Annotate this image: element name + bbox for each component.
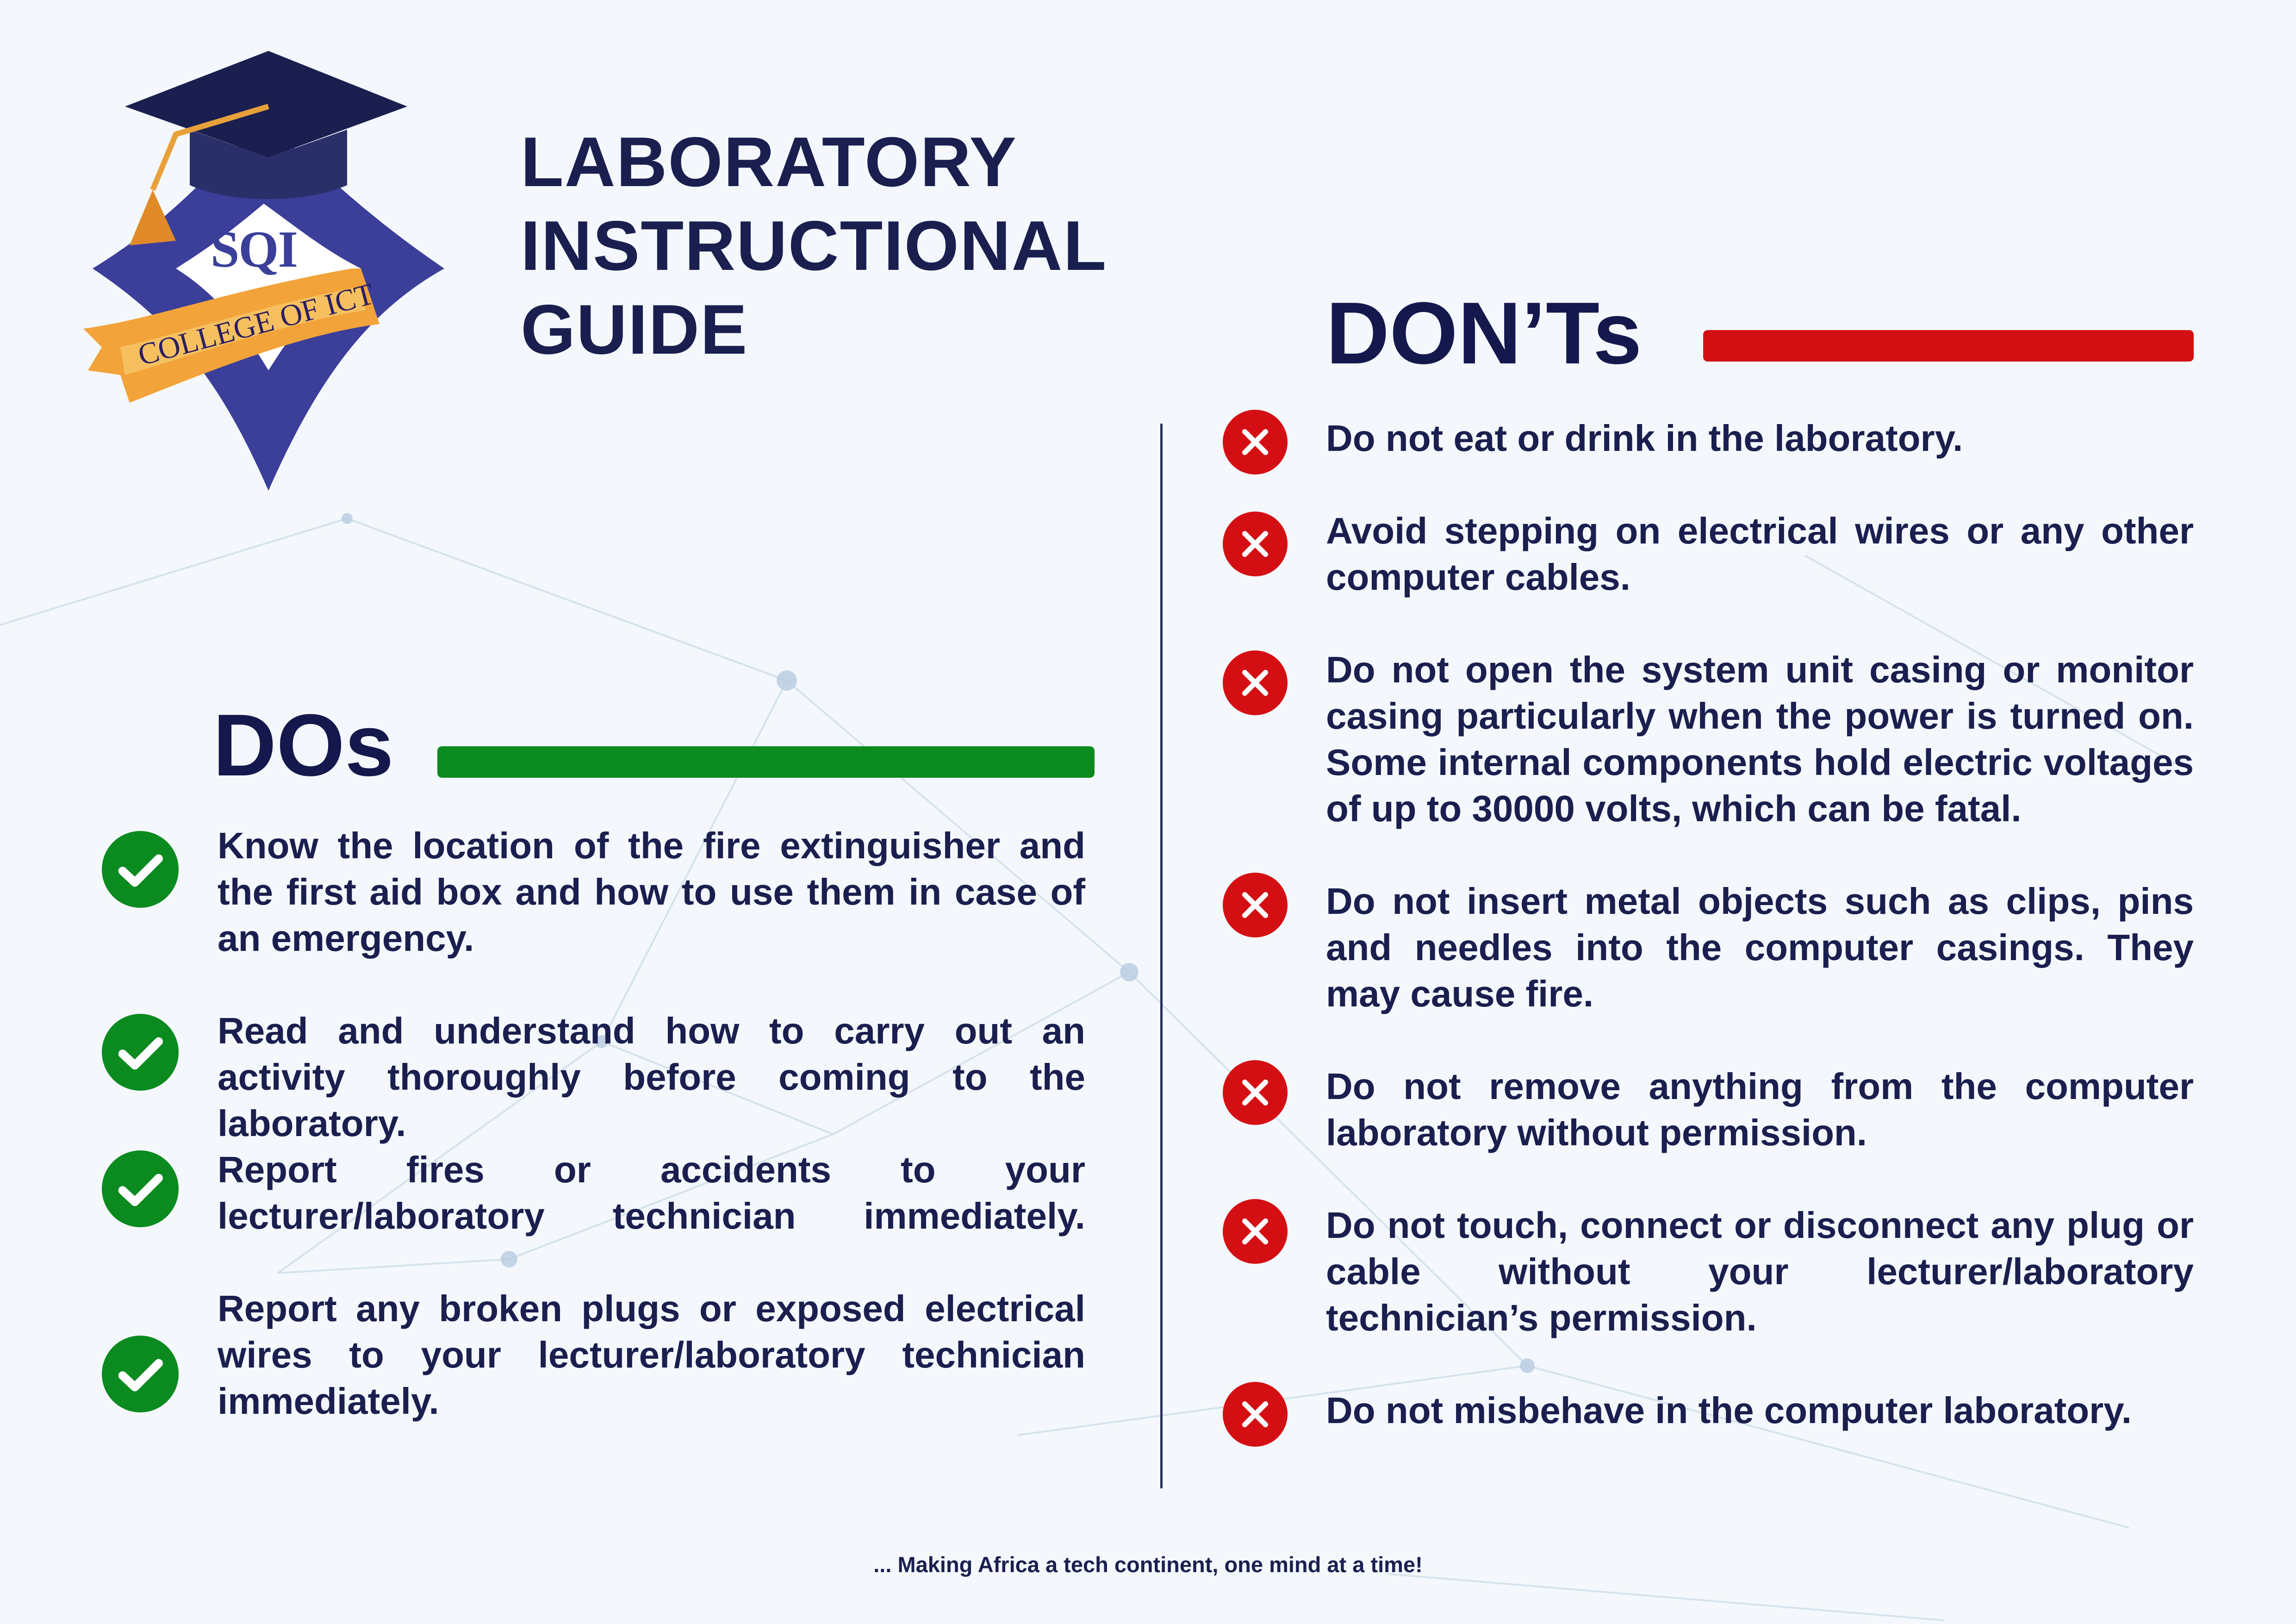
dos-item-text: Report fires or accidents to your lectur…	[218, 1149, 1085, 1237]
donts-item: Do not eat or drink in the laboratory.	[1326, 418, 1963, 459]
dos-item: Report any broken plugs or exposed elect…	[218, 1288, 1085, 1422]
donts-item: Do not insert metal objects such as clip…	[1326, 881, 2194, 1014]
donts-item: Avoid stepping on electrical wires or an…	[1326, 510, 2194, 598]
x-circle-icon	[1223, 1199, 1288, 1264]
college-logo: SQI COLLEGE OF ICT	[83, 51, 463, 495]
page-title-line: INSTRUCTIONAL	[521, 206, 1108, 285]
logo-sqi-text: SQI	[211, 221, 298, 278]
checkmark-circle-icon	[102, 831, 179, 908]
x-circle-icon	[1223, 873, 1288, 937]
page-title-line: LABORATORY	[521, 123, 1017, 201]
x-circle-icon	[1223, 410, 1288, 475]
checkmark-circle-icon	[102, 1150, 179, 1227]
column-divider	[1160, 424, 1163, 1488]
donts-heading: DON’Ts	[1326, 284, 1642, 382]
donts-accent-bar	[1703, 330, 2194, 362]
checkmark-circle-icon	[102, 1336, 179, 1412]
checkmark-circle-icon	[102, 1014, 179, 1091]
footer-tagline: ... Making Africa a tech continent, one …	[873, 1552, 1423, 1577]
page-title-line: GUIDE	[521, 290, 748, 369]
dos-item: Know the location of the fire extinguish…	[218, 825, 1085, 959]
x-circle-icon	[1223, 1382, 1288, 1447]
x-circle-icon	[1223, 1060, 1288, 1125]
x-circle-icon	[1223, 650, 1288, 715]
dos-item: Report fires or accidents to your lectur…	[218, 1147, 1085, 1239]
page-title: LABORATORY INSTRUCTIONAL GUIDE	[521, 120, 1169, 372]
x-circle-icon	[1223, 512, 1288, 576]
donts-item: Do not remove anything from the computer…	[1326, 1066, 2194, 1153]
donts-item: Do not touch, connect or disconnect any …	[1326, 1205, 2194, 1338]
dos-accent-bar	[437, 746, 1095, 778]
dos-item: Read and understand how to carry out an …	[218, 1010, 1085, 1144]
donts-item: Do not open the system unit casing or mo…	[1326, 649, 2194, 829]
donts-item: Do not misbehave in the computer laborat…	[1326, 1390, 2132, 1431]
dos-heading: DOs	[213, 696, 394, 794]
